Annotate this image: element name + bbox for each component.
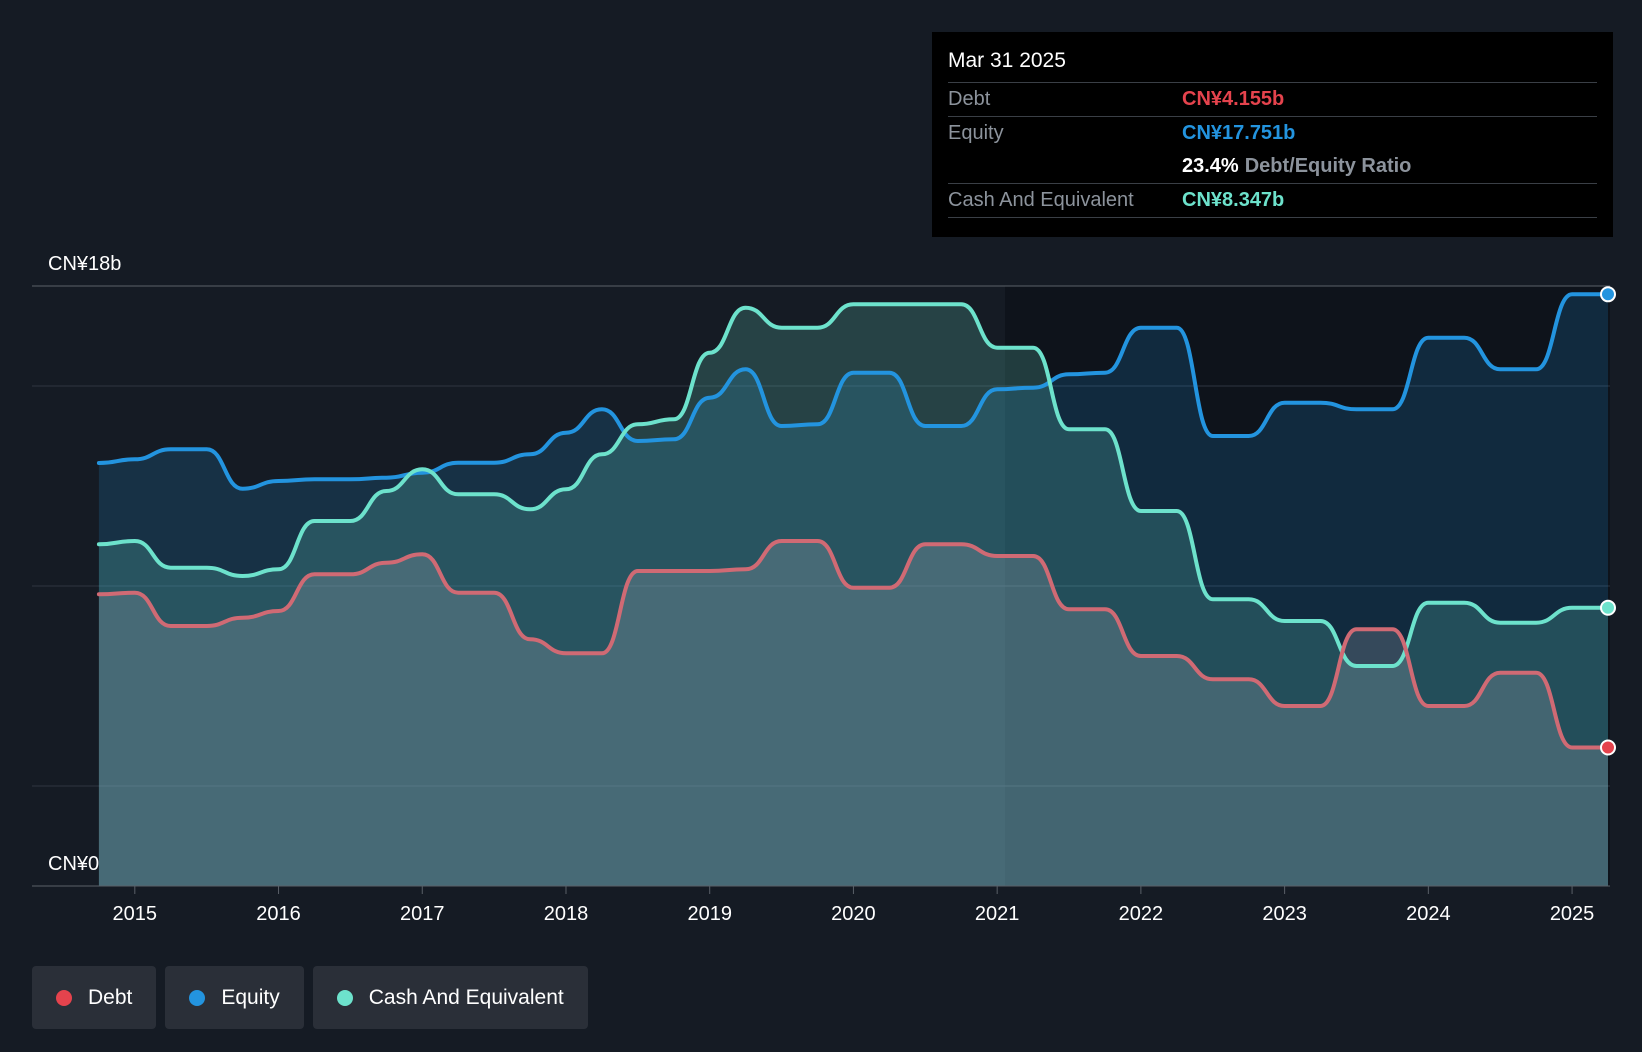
x-axis: 2015 2016 2017 2018 2019 2020 2021 2022 2023 2024…	[32, 885, 1610, 925]
legend-item-debt[interactable]: Debt	[32, 966, 157, 1029]
tooltip-cash-label: Cash And Equivalent	[948, 189, 1134, 211]
x-tick-label: 2016	[256, 903, 301, 925]
legend-equity-label: Equity	[221, 985, 280, 1009]
debt-end-marker[interactable]	[1600, 739, 1616, 756]
x-tick-label: 2022	[1119, 903, 1164, 925]
tooltip-debt-row: Debt CN¥4.155b	[948, 82, 1597, 116]
legend-item-equity[interactable]: Equity	[165, 966, 304, 1029]
x-tick-label: 2021	[975, 903, 1020, 925]
tooltip-ratio-row: 23.4% Debt/Equity Ratio	[948, 150, 1597, 183]
equity-end-marker[interactable]	[1600, 286, 1616, 303]
tooltip-date: Mar 31 2025	[948, 49, 1066, 72]
cash-end-marker[interactable]	[1600, 599, 1616, 616]
cash-line	[96, 302, 1610, 669]
legend-debt-label: Debt	[88, 985, 133, 1009]
tooltip-debt-value: CN¥4.155b	[1182, 88, 1285, 110]
series-areas	[98, 294, 1608, 886]
tooltip-cash-value: CN¥8.347b	[1182, 189, 1285, 211]
cash-dot-icon	[336, 989, 353, 1006]
tooltip-panel: Mar 31 2025 Debt CN¥4.155b Equity CN¥17.…	[932, 32, 1613, 237]
chart-legend: Debt Equity Cash And Equivalent	[32, 966, 588, 1029]
tooltip-cash-row: Cash And Equivalent CN¥8.347b	[948, 183, 1597, 218]
x-tick-label: 2025	[1550, 903, 1595, 925]
equity-dot-icon	[189, 989, 206, 1006]
tooltip-debt-label: Debt	[948, 88, 991, 110]
legend-cash-label: Cash And Equivalent	[368, 985, 564, 1009]
y-axis-top-label: CN¥18b	[48, 253, 121, 275]
tooltip-equity-value: CN¥17.751b	[1182, 122, 1296, 144]
tooltip-ratio-label: Debt/Equity Ratio	[1244, 155, 1412, 177]
x-tick-label: 2019	[687, 903, 732, 925]
x-tick-label: 2018	[544, 903, 589, 925]
debt-line	[96, 538, 1610, 750]
tooltip-ratio-value: 23.4%	[1182, 155, 1239, 177]
series-lines	[96, 292, 1610, 750]
grid-lines	[32, 285, 1610, 787]
y-axis-bottom-label: CN¥0	[48, 853, 99, 875]
x-tick-label: 2020	[831, 903, 876, 925]
equity-line	[96, 292, 1610, 491]
legend-item-cash[interactable]: Cash And Equivalent	[312, 966, 588, 1029]
end-markers	[1600, 286, 1616, 756]
x-tick-label: 2017	[400, 903, 445, 925]
debt-dot-icon	[56, 989, 72, 1006]
x-tick-label: 2015	[113, 903, 158, 925]
x-tick-label: 2023	[1262, 903, 1307, 925]
cash-area	[98, 304, 1608, 886]
debt-area	[98, 541, 1608, 886]
tooltip-equity-label: Equity	[948, 122, 1004, 144]
equity-area	[98, 294, 1608, 886]
tooltip-equity-row: Equity CN¥17.751b	[948, 116, 1597, 150]
x-tick-label: 2024	[1406, 903, 1451, 925]
